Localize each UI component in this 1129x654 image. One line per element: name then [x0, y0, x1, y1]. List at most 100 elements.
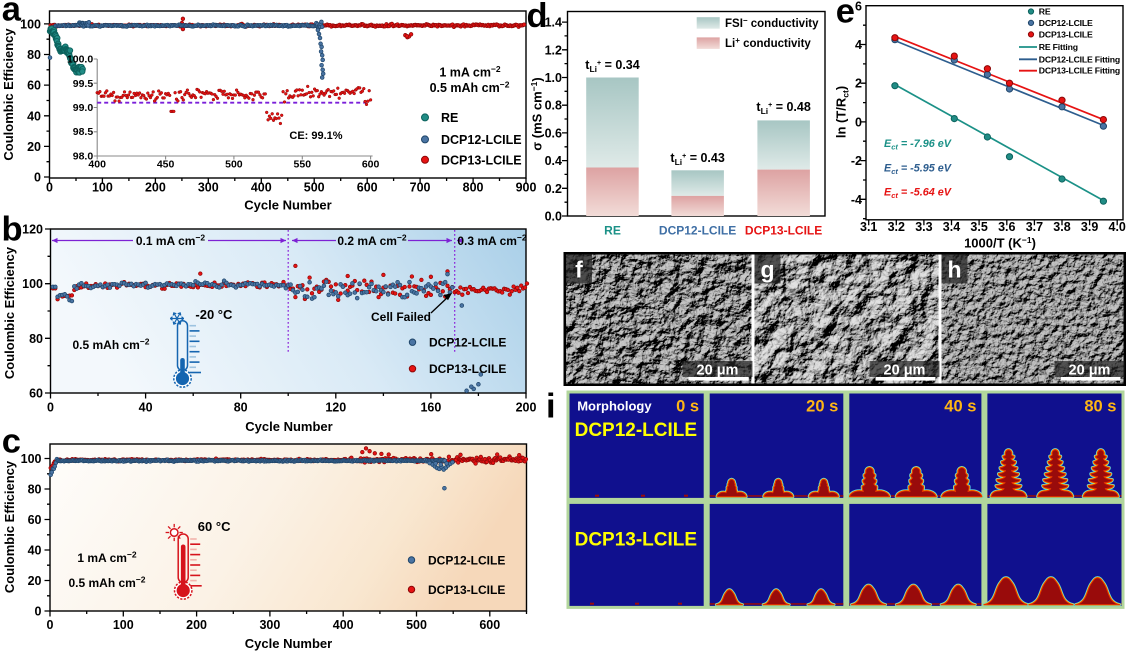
svg-text:300: 300: [259, 618, 280, 632]
svg-text:60 °C: 60 °C: [198, 519, 231, 534]
svg-text:40 s: 40 s: [944, 398, 976, 416]
svg-text:0: 0: [34, 171, 41, 185]
svg-text:Cycle Number: Cycle Number: [245, 419, 332, 434]
svg-text:0.2 mA cm−2: 0.2 mA cm−2: [337, 233, 407, 249]
svg-text:60: 60: [28, 513, 42, 527]
svg-text:1.2: 1.2: [545, 43, 562, 57]
svg-text:0.1 mA cm−2: 0.1 mA cm−2: [136, 233, 206, 249]
svg-text:0.5 mAh cm−2: 0.5 mAh cm−2: [68, 575, 145, 591]
svg-text:DCP12-LCILE: DCP12-LCILE: [659, 224, 736, 238]
svg-text:e: e: [836, 0, 855, 31]
svg-text:f: f: [575, 257, 583, 283]
svg-text:FSI− conductivity: FSI− conductivity: [725, 16, 819, 30]
svg-text:3.3: 3.3: [915, 220, 932, 234]
svg-text:20 μm: 20 μm: [697, 363, 739, 379]
svg-text:40: 40: [27, 109, 41, 123]
svg-text:0: 0: [47, 401, 54, 415]
svg-text:20 s: 20 s: [806, 398, 838, 416]
svg-text:3.5: 3.5: [970, 220, 987, 234]
svg-text:80: 80: [28, 483, 42, 497]
svg-text:40: 40: [28, 544, 42, 558]
svg-text:RE: RE: [1039, 7, 1051, 17]
svg-text:600: 600: [479, 618, 500, 632]
svg-text:2: 2: [855, 77, 862, 91]
svg-text:100.0: 100.0: [67, 54, 93, 66]
svg-text:80 s: 80 s: [1084, 398, 1116, 416]
svg-text:200: 200: [145, 181, 166, 195]
svg-text:i: i: [546, 388, 556, 426]
svg-text:0.5 mAh cm−2: 0.5 mAh cm−2: [72, 337, 149, 353]
svg-text:Coulombic Efficiency: Coulombic Efficiency: [2, 460, 17, 593]
svg-text:400: 400: [333, 618, 354, 632]
svg-text:1000/T (K−1): 1000/T (K−1): [964, 235, 1036, 251]
svg-text:DCP13-LCILE: DCP13-LCILE: [441, 154, 522, 168]
svg-text:Cell Failed: Cell Failed: [371, 310, 431, 324]
svg-text:h: h: [947, 257, 961, 283]
svg-text:Cycle Number: Cycle Number: [245, 636, 332, 651]
svg-text:20 μm: 20 μm: [1069, 363, 1111, 379]
svg-text:0: 0: [855, 115, 862, 129]
svg-text:tLi+ = 0.48: tLi+ = 0.48: [756, 100, 810, 116]
svg-text:4.0: 4.0: [1109, 220, 1126, 234]
svg-text:1 mA cm−2: 1 mA cm−2: [77, 550, 137, 566]
svg-text:99.5: 99.5: [73, 78, 94, 90]
svg-text:σ (mS cm−1): σ (mS cm−1): [529, 77, 545, 151]
svg-text:450: 450: [157, 159, 175, 171]
svg-text:RE: RE: [441, 111, 458, 125]
svg-text:0.3 mA cm−2: 0.3 mA cm−2: [457, 233, 527, 249]
svg-text:900: 900: [516, 181, 537, 195]
svg-text:100: 100: [113, 618, 134, 632]
svg-text:Ect = -7.96 eV: Ect = -7.96 eV: [884, 138, 952, 152]
svg-text:98.5: 98.5: [73, 126, 94, 138]
svg-text:Ect = -5.95 eV: Ect = -5.95 eV: [884, 162, 952, 176]
svg-text:0.4: 0.4: [545, 154, 562, 168]
svg-text:60: 60: [29, 387, 43, 401]
svg-text:RE: RE: [604, 224, 621, 238]
svg-text:DCP12-LCILE: DCP12-LCILE: [441, 133, 522, 147]
svg-text:80: 80: [27, 48, 41, 62]
svg-text:40: 40: [139, 401, 153, 415]
svg-text:a: a: [2, 0, 22, 29]
svg-text:Li+ conductivity: Li+ conductivity: [725, 36, 811, 50]
svg-text:0.6: 0.6: [545, 126, 562, 140]
svg-text:Coulombic Efficiency: Coulombic Efficiency: [1, 28, 16, 161]
svg-text:300: 300: [198, 181, 219, 195]
svg-text:600: 600: [362, 159, 380, 171]
svg-text:400: 400: [251, 181, 272, 195]
svg-text:0.5 mAh cm−2: 0.5 mAh cm−2: [430, 80, 510, 96]
svg-text:3.4: 3.4: [943, 220, 960, 234]
svg-text:c: c: [2, 422, 21, 460]
svg-text:0: 0: [35, 605, 42, 619]
svg-text:0.2: 0.2: [545, 182, 562, 196]
svg-text:DCP12-LCILE: DCP12-LCILE: [429, 336, 506, 350]
svg-text:DCP13-LCILE: DCP13-LCILE: [429, 362, 506, 376]
svg-text:100: 100: [20, 17, 41, 31]
svg-text:DCP13-LCILE Fitting: DCP13-LCILE Fitting: [1039, 66, 1120, 76]
svg-text:DCP13-LCILE: DCP13-LCILE: [428, 583, 505, 597]
svg-text:-20 °C: -20 °C: [195, 307, 233, 322]
svg-text:500: 500: [304, 181, 325, 195]
svg-text:3.1: 3.1: [860, 220, 877, 234]
svg-text:1 mA cm−2: 1 mA cm−2: [439, 64, 501, 80]
svg-text:-2: -2: [851, 154, 862, 168]
svg-text:100: 100: [22, 277, 43, 291]
svg-text:CE: 99.1%: CE: 99.1%: [289, 130, 342, 142]
svg-text:400: 400: [88, 159, 106, 171]
svg-text:80: 80: [29, 332, 43, 346]
svg-text:DCP12-LCILE: DCP12-LCILE: [575, 420, 697, 441]
svg-text:800: 800: [463, 181, 484, 195]
svg-text:ln (T/Rct): ln (T/Rct): [834, 86, 851, 138]
svg-text:d: d: [527, 0, 548, 35]
svg-text:-4: -4: [851, 193, 862, 207]
svg-text:DCP12-LCILE Fitting: DCP12-LCILE Fitting: [1039, 54, 1120, 64]
svg-text:b: b: [2, 211, 23, 249]
svg-text:3.7: 3.7: [1026, 220, 1043, 234]
svg-text:RE Fitting: RE Fitting: [1039, 42, 1078, 52]
svg-text:1.0: 1.0: [545, 71, 562, 85]
svg-text:600: 600: [357, 181, 378, 195]
svg-text:500: 500: [225, 159, 243, 171]
svg-text:550: 550: [294, 159, 312, 171]
svg-text:99.0: 99.0: [73, 102, 94, 114]
svg-text:DCP13-LCILE: DCP13-LCILE: [1039, 29, 1093, 39]
svg-text:0.8: 0.8: [545, 99, 562, 113]
